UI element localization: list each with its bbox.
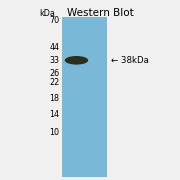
Text: 70: 70 — [49, 16, 59, 25]
Text: 14: 14 — [49, 110, 59, 119]
Text: Western Blot: Western Blot — [68, 8, 134, 18]
Text: kDa: kDa — [39, 9, 55, 18]
Text: 10: 10 — [49, 128, 59, 137]
Text: 26: 26 — [49, 69, 59, 78]
Text: 44: 44 — [49, 43, 59, 52]
Text: 18: 18 — [49, 94, 59, 103]
Text: ← 38kDa: ← 38kDa — [111, 56, 148, 65]
Text: 33: 33 — [49, 56, 59, 65]
Text: 22: 22 — [49, 78, 59, 87]
Ellipse shape — [65, 56, 88, 65]
Bar — [62, 17, 107, 177]
